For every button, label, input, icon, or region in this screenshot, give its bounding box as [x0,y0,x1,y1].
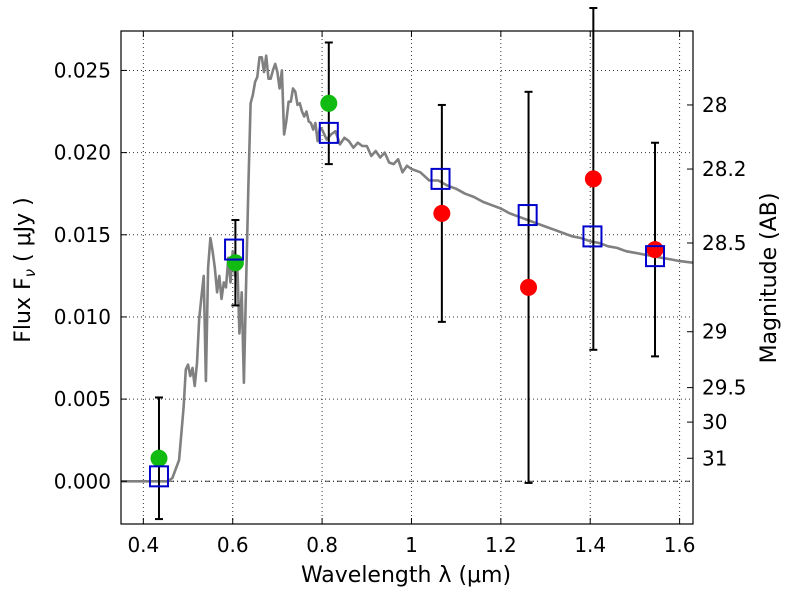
plot-frame [120,30,694,525]
y-tick-label: 0.025 [54,58,111,82]
magnitude-tick-label: 30 [702,410,727,434]
magnitude-tick-label: 31 [702,446,727,470]
x-tick-label: 0.6 [217,533,249,557]
red-data-point [646,241,664,259]
model-band-square [517,204,538,227]
model-band-square [148,465,169,488]
magnitude-tick-labels: 28 28.2 28.5 29 29.5 30 31 [702,93,747,470]
x-tick-label: 0.4 [127,533,159,557]
model-spectrum-line [121,54,693,483]
y2-axis-label: Magnitude (AB) [757,193,782,364]
x-tick-labels: 0.4 0.6 0.8 1 1.2 1.4 1.6 [127,533,695,557]
y-axis-label-group: Flux Fν ( μJy ) [11,197,39,342]
y2-axis-label-group: Magnitude (AB) [757,193,782,364]
model-band-square [318,121,339,144]
svg-text:Flux Fν ( μJy ): Flux Fν ( μJy ) [11,197,39,342]
x-axis-label: Wavelength λ (μm) [301,563,511,588]
y-axis-label: Flux F [11,277,36,342]
model-band-square [224,238,245,261]
magnitude-tick-label: 29.5 [702,376,747,400]
y-tick-labels: 0.000 0.005 0.010 0.015 0.020 0.025 [54,58,111,493]
y-tick-label: 0.020 [54,141,111,165]
y-tick-label: 0.010 [54,305,111,329]
magnitude-tick-label: 28.5 [702,231,747,255]
x-tick-label: 1 [405,533,418,557]
model-band-points [148,121,666,488]
green-data-point [226,254,244,272]
axis-ticks [121,31,693,524]
magnitude-tick-label: 28 [702,93,727,117]
model-band-square [582,225,603,248]
green-data-point [320,94,338,112]
y-axis-label-sub: ν [21,269,39,277]
x-tick-label: 0.8 [306,533,338,557]
green-data-point [150,449,168,467]
y-tick-label: 0.005 [54,387,111,411]
measured-points [150,94,664,467]
x-tick-label: 1.4 [574,533,606,557]
red-data-point [433,204,451,222]
red-data-point [584,170,602,188]
model-band-square [645,245,666,268]
y-axis-label-unit: ( μJy ) [11,197,36,262]
x-tick-label: 1.6 [664,533,696,557]
y-tick-label: 0.015 [54,223,111,247]
magnitude-tick-label: 29 [702,320,727,344]
magnitude-tick-label: 28.2 [702,157,747,181]
red-data-point [520,278,538,296]
x-tick-label: 1.2 [485,533,517,557]
model-band-square [430,167,451,190]
y-tick-label: 0.000 [54,469,111,493]
